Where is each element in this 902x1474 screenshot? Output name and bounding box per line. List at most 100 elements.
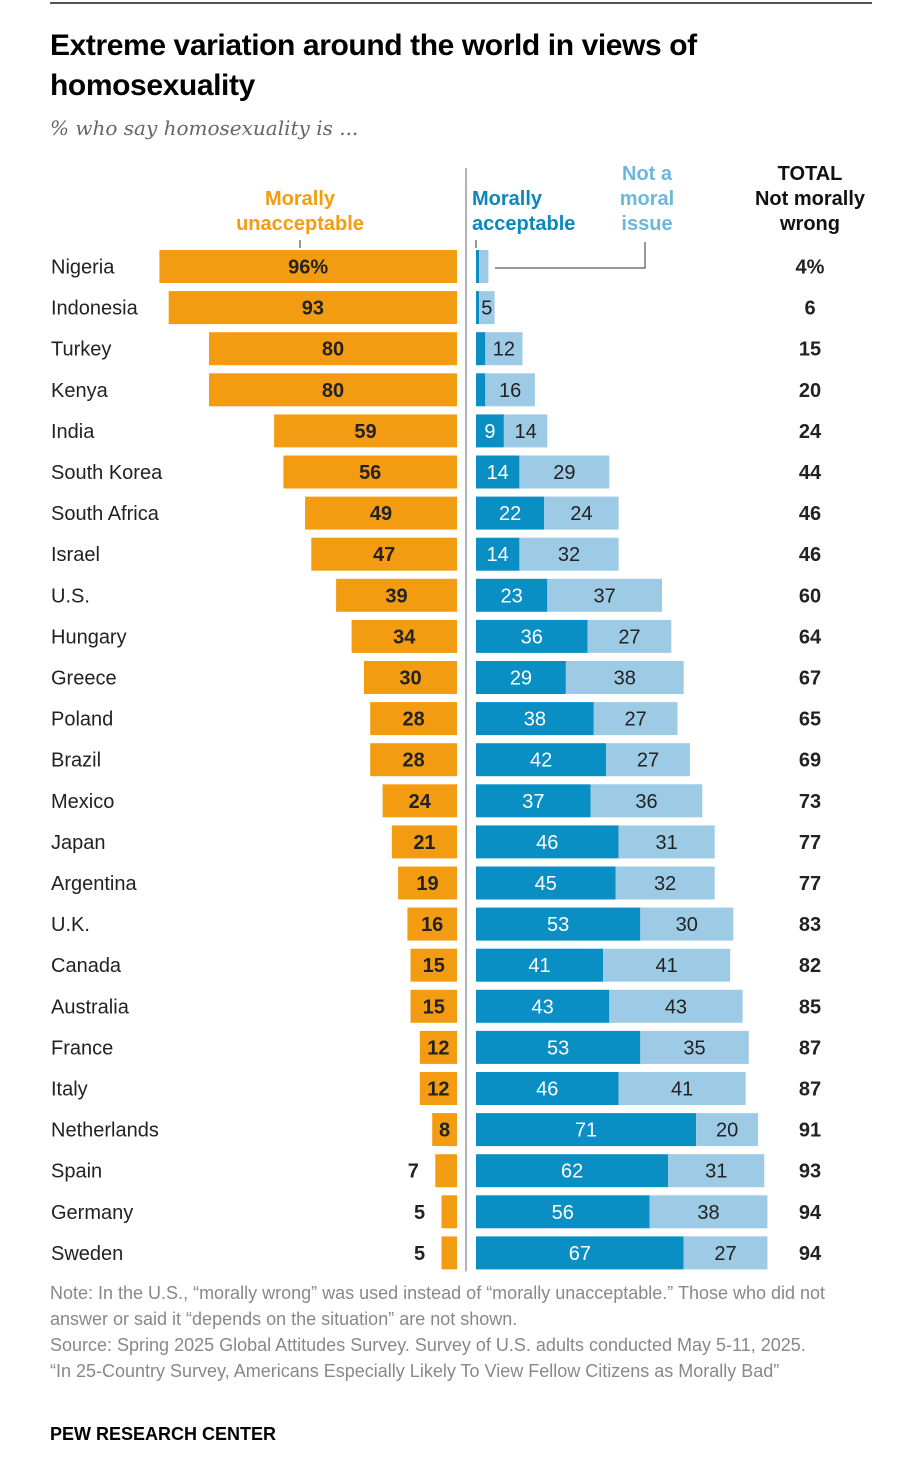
label-total: 83 — [799, 914, 821, 936]
label-unacceptable: 8 — [439, 1120, 450, 1142]
label-total: 4% — [796, 257, 825, 279]
bar-not-moral — [640, 1030, 749, 1064]
country-label: Germany — [51, 1202, 133, 1224]
label-unacceptable: 21 — [413, 832, 435, 854]
label-acceptable: 56 — [552, 1202, 574, 1224]
bar-unacceptable — [370, 702, 457, 736]
bar-not-moral — [485, 332, 523, 366]
label-acceptable: 36 — [521, 626, 543, 648]
country-label: Spain — [51, 1161, 102, 1183]
country-label: Turkey — [51, 339, 111, 361]
label-total: 85 — [799, 996, 821, 1018]
label-not-moral: 32 — [654, 873, 676, 895]
label-not-moral: 38 — [614, 668, 636, 690]
label-not-moral: 27 — [714, 1243, 736, 1265]
bar-unacceptable — [432, 1113, 457, 1147]
country-label: Sweden — [51, 1243, 123, 1265]
label-total: 44 — [799, 462, 822, 484]
country-label: Argentina — [51, 873, 137, 895]
bar-not-moral — [640, 907, 734, 941]
label-acceptable: 14 — [487, 462, 509, 484]
top-rule — [50, 2, 872, 4]
bar-unacceptable — [441, 1195, 457, 1229]
label-unacceptable: 24 — [409, 791, 432, 813]
label-total: 91 — [799, 1120, 821, 1142]
bar-acceptable — [476, 1154, 669, 1188]
bar-acceptable — [476, 1072, 619, 1105]
footer-notes: Note: In the U.S., “morally wrong” was u… — [50, 1280, 870, 1384]
bar-not-moral — [615, 866, 715, 900]
label-unacceptable: 30 — [399, 668, 421, 690]
country-label: Kenya — [51, 380, 109, 402]
bar-acceptable — [476, 414, 504, 448]
bar-acceptable — [476, 455, 520, 489]
country-label: U.S. — [51, 585, 90, 607]
label-total: 69 — [799, 750, 821, 772]
label-acceptable: 67 — [569, 1243, 591, 1265]
source-text: Source: Spring 2025 Global Attitudes Sur… — [50, 1335, 806, 1355]
label-unacceptable: 47 — [373, 544, 395, 566]
bar-not-moral — [503, 414, 548, 448]
label-not-moral: 41 — [671, 1079, 693, 1101]
label-acceptable: 53 — [547, 914, 569, 936]
bar-unacceptable — [419, 1072, 457, 1105]
bar-acceptable — [476, 332, 486, 366]
label-not-moral: 27 — [618, 626, 640, 648]
bar-not-moral — [547, 578, 662, 612]
bar-unacceptable — [274, 414, 457, 448]
label-total: 20 — [799, 380, 821, 402]
bar-acceptable — [476, 1195, 650, 1229]
label-total: 64 — [799, 626, 822, 648]
bar-unacceptable — [168, 291, 457, 325]
bar-acceptable — [476, 578, 548, 612]
bar-unacceptable — [311, 537, 457, 571]
label-unacceptable: 59 — [354, 421, 376, 443]
bar-acceptable — [476, 989, 610, 1023]
label-unacceptable: 56 — [359, 462, 381, 484]
label-acceptable: 46 — [536, 1079, 558, 1101]
bar-not-moral — [565, 661, 684, 694]
label-total: 65 — [799, 709, 821, 731]
report-title: “In 25-Country Survey, Americans Especia… — [50, 1361, 780, 1381]
label-unacceptable: 15 — [423, 955, 445, 977]
bar-unacceptable — [305, 496, 457, 530]
country-label: Japan — [51, 832, 106, 854]
label-not-moral: 31 — [656, 832, 678, 854]
bar-acceptable — [476, 1113, 697, 1147]
label-not-moral: 37 — [594, 585, 616, 607]
label-unacceptable: 96% — [288, 257, 328, 279]
country-label: Greece — [51, 668, 117, 690]
label-acceptable: 62 — [561, 1161, 583, 1183]
label-acceptable: 41 — [528, 955, 550, 977]
country-label: Brazil — [51, 750, 101, 772]
country-label: Poland — [51, 709, 113, 731]
bar-acceptable — [476, 373, 486, 407]
bar-acceptable — [476, 1030, 641, 1064]
country-label: France — [51, 1037, 113, 1059]
bar-unacceptable — [336, 578, 457, 612]
label-total: 73 — [799, 791, 821, 813]
bar-unacceptable — [419, 1030, 457, 1064]
label-acceptable: 53 — [547, 1037, 569, 1059]
country-label: Nigeria — [51, 257, 115, 279]
bar-not-moral — [485, 373, 535, 407]
label-not-moral: 12 — [493, 339, 515, 361]
label-acceptable: 38 — [524, 709, 546, 731]
bar-not-moral — [479, 250, 489, 283]
label-not-moral: 29 — [553, 462, 575, 484]
bar-not-moral — [696, 1113, 759, 1147]
bar-unacceptable — [391, 825, 457, 859]
bar-acceptable — [476, 619, 588, 653]
country-label: Indonesia — [51, 298, 139, 320]
legend-total: TOTAL Not morally wrong — [754, 163, 866, 235]
bar-unacceptable — [407, 907, 457, 941]
label-acceptable: 37 — [522, 791, 544, 813]
label-not-moral: 24 — [570, 503, 592, 525]
country-label: Mexico — [51, 791, 114, 813]
label-acceptable: 9 — [484, 421, 495, 443]
label-not-moral: 30 — [676, 914, 698, 936]
label-not-moral: 27 — [637, 750, 659, 772]
label-not-moral: 27 — [625, 709, 647, 731]
country-label: India — [51, 421, 95, 443]
